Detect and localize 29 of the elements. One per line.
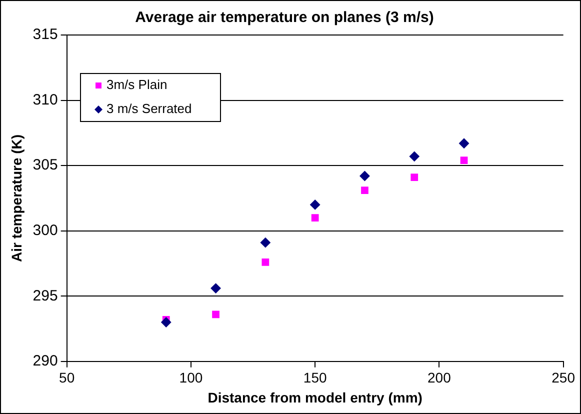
point bbox=[459, 138, 470, 148]
y-tick-label: 300 bbox=[32, 222, 58, 239]
x-tick-label: 200 bbox=[428, 370, 452, 386]
point bbox=[262, 258, 270, 266]
x-tick-label: 100 bbox=[179, 370, 203, 386]
legend-label: 3 m/s Serrated bbox=[106, 101, 192, 116]
point bbox=[161, 317, 172, 328]
point bbox=[260, 238, 270, 248]
point bbox=[410, 174, 418, 181]
point bbox=[460, 156, 468, 164]
legend-label: 3m/s Plain bbox=[106, 77, 168, 92]
y-axis-title: Air temperature (K) bbox=[8, 134, 24, 262]
y-tick-label: 295 bbox=[32, 287, 58, 304]
point bbox=[212, 310, 220, 318]
point bbox=[409, 151, 420, 162]
point bbox=[210, 283, 221, 294]
chart-title: Average air temperature on planes (3 m/s) bbox=[135, 9, 434, 26]
point bbox=[361, 186, 368, 194]
x-tick-label: 50 bbox=[59, 370, 75, 386]
point bbox=[360, 171, 370, 182]
x-tick-label: 150 bbox=[303, 370, 327, 386]
x-tick-label: 250 bbox=[552, 370, 576, 386]
point bbox=[310, 200, 320, 210]
y-tick-label: 315 bbox=[32, 26, 58, 44]
y-tick-label: 290 bbox=[32, 352, 58, 370]
point bbox=[311, 214, 319, 222]
y-tick-label: 305 bbox=[32, 156, 58, 174]
x-axis-title: Distance from model entry (mm) bbox=[208, 389, 422, 406]
y-tick-label: 310 bbox=[32, 91, 58, 108]
